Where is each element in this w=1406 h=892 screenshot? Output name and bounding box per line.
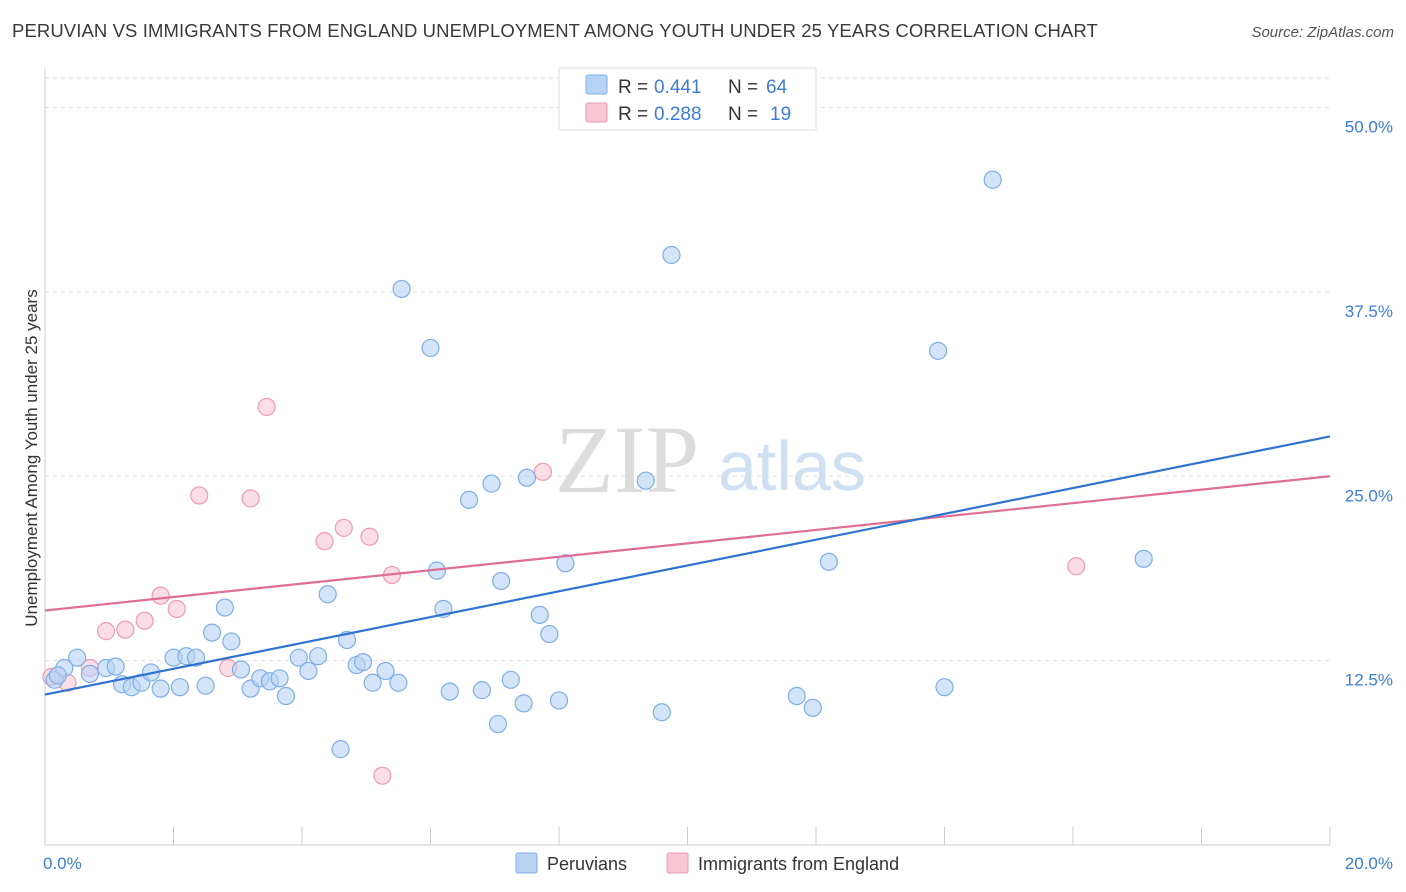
- peruvian-point: [331, 740, 350, 759]
- bottom-legend-swatch-england: [666, 852, 689, 874]
- peruvian-point: [299, 661, 318, 681]
- y-tick-label: 50.0%: [1345, 118, 1393, 137]
- peruvian-point: [803, 698, 822, 717]
- england-point: [533, 462, 553, 481]
- england-point: [257, 397, 276, 417]
- peruvian-point: [392, 279, 411, 299]
- peruvian-point: [68, 648, 87, 667]
- peruvian-point: [482, 474, 501, 493]
- y-tick-label: 37.5%: [1345, 302, 1393, 321]
- bottom-legend-label-peruvians: Peruvians: [547, 854, 627, 874]
- england-point: [373, 766, 392, 785]
- peruvian-point: [421, 338, 440, 358]
- peruvian-point: [819, 552, 838, 571]
- peruvian-point: [215, 598, 234, 617]
- peruvian-point: [440, 682, 459, 701]
- peruvian-point: [556, 554, 575, 573]
- england-point: [151, 586, 170, 605]
- england-point: [167, 599, 186, 619]
- peruvian-point: [501, 670, 520, 689]
- peruvian-point: [636, 471, 655, 490]
- peruvian-point: [540, 624, 559, 644]
- legend-n-value-peruvians: 64: [766, 77, 788, 98]
- trend-lines: [44, 435, 1331, 696]
- legend-r-label-peruvians: R =: [618, 77, 648, 98]
- peruvian-point: [459, 490, 479, 509]
- peruvian-point: [151, 679, 170, 698]
- peruvian-point: [472, 681, 491, 700]
- peruvian-point: [983, 170, 1002, 189]
- peruvian-point: [289, 648, 308, 667]
- series-peruvians: [45, 170, 1153, 759]
- legend-n-label-england: N =: [728, 104, 758, 125]
- peruvian-point: [276, 686, 296, 706]
- peruvian-point: [514, 694, 533, 713]
- bottom-legend-label-england: Immigrants from England: [698, 854, 899, 874]
- peruvian-point: [186, 648, 206, 667]
- legend-r-value-peruvians: 0.441: [654, 77, 702, 98]
- y-tick-label: 12.5%: [1345, 671, 1393, 690]
- bottom-legend: Peruvians Immigrants from England: [515, 852, 899, 874]
- england-point: [315, 532, 334, 551]
- x-tick-labels: 0.0% 20.0%: [43, 854, 1393, 873]
- peruvian-point: [353, 652, 373, 672]
- legend-r-label-england: R =: [618, 104, 648, 125]
- watermark-zip: ZIP: [555, 406, 699, 513]
- peruvian-point: [308, 647, 328, 666]
- peruvian-point: [80, 664, 100, 684]
- peruvian-point: [530, 605, 549, 625]
- peruvian-point: [389, 673, 408, 692]
- peruvian-point: [196, 676, 215, 695]
- peruvian-point: [363, 673, 382, 692]
- peruvian-point: [787, 686, 806, 706]
- peruvian-point: [652, 703, 671, 722]
- legend-n-label-peruvians: N =: [728, 77, 758, 98]
- peruvian-point: [318, 585, 337, 604]
- peruvian-point: [376, 661, 395, 681]
- peruvian-point: [222, 632, 241, 651]
- bottom-legend-swatch-peruvians: [515, 852, 538, 874]
- peruvian-point: [549, 691, 569, 710]
- peruvian-point: [270, 669, 289, 688]
- trend-line-england: [44, 475, 1331, 612]
- england-point: [116, 620, 135, 639]
- legend-box: R = 0.441 N = 64 R = 0.288 N = 19: [558, 67, 817, 131]
- peruvian-point: [935, 678, 954, 697]
- x-tick-label: 0.0%: [43, 854, 82, 873]
- peruvian-point: [662, 245, 681, 265]
- trend-line-peruvians: [44, 435, 1331, 696]
- england-point: [190, 486, 209, 505]
- source-label: Source: ZipAtlas.com: [1251, 24, 1394, 41]
- watermark: ZIP atlas: [555, 406, 866, 513]
- england-point: [360, 527, 379, 546]
- watermark-atlas: atlas: [718, 427, 866, 505]
- axes: [44, 68, 1331, 846]
- peruvian-point: [1134, 549, 1153, 568]
- peruvian-point: [488, 714, 508, 734]
- peruvian-point: [517, 468, 536, 487]
- peruvian-point: [202, 623, 222, 642]
- legend-r-value-england: 0.288: [654, 104, 702, 125]
- legend-swatch-england: [585, 102, 608, 123]
- legend-swatch-peruvians: [585, 74, 608, 95]
- grid-lines: [45, 77, 1330, 662]
- peruvian-point: [48, 666, 67, 685]
- england-point: [1067, 557, 1086, 576]
- y-axis-label: Unemployment Among Youth under 25 years: [22, 289, 41, 626]
- england-point: [96, 622, 116, 641]
- y-tick-label: 25.0%: [1345, 486, 1393, 505]
- peruvian-point: [231, 660, 251, 679]
- england-point: [241, 489, 260, 508]
- peruvian-point: [106, 657, 125, 676]
- england-point: [135, 611, 154, 630]
- peruvian-point: [492, 571, 511, 591]
- legend-n-value-england: 19: [770, 104, 791, 125]
- x-tick-label: 20.0%: [1345, 854, 1393, 873]
- peruvian-point: [928, 341, 948, 360]
- england-point: [334, 518, 353, 537]
- chart-title: PERUVIAN VS IMMIGRANTS FROM ENGLAND UNEM…: [12, 20, 1098, 41]
- peruvian-point: [170, 678, 190, 697]
- y-tick-labels: 12.5% 25.0% 37.5% 50.0%: [1345, 118, 1393, 690]
